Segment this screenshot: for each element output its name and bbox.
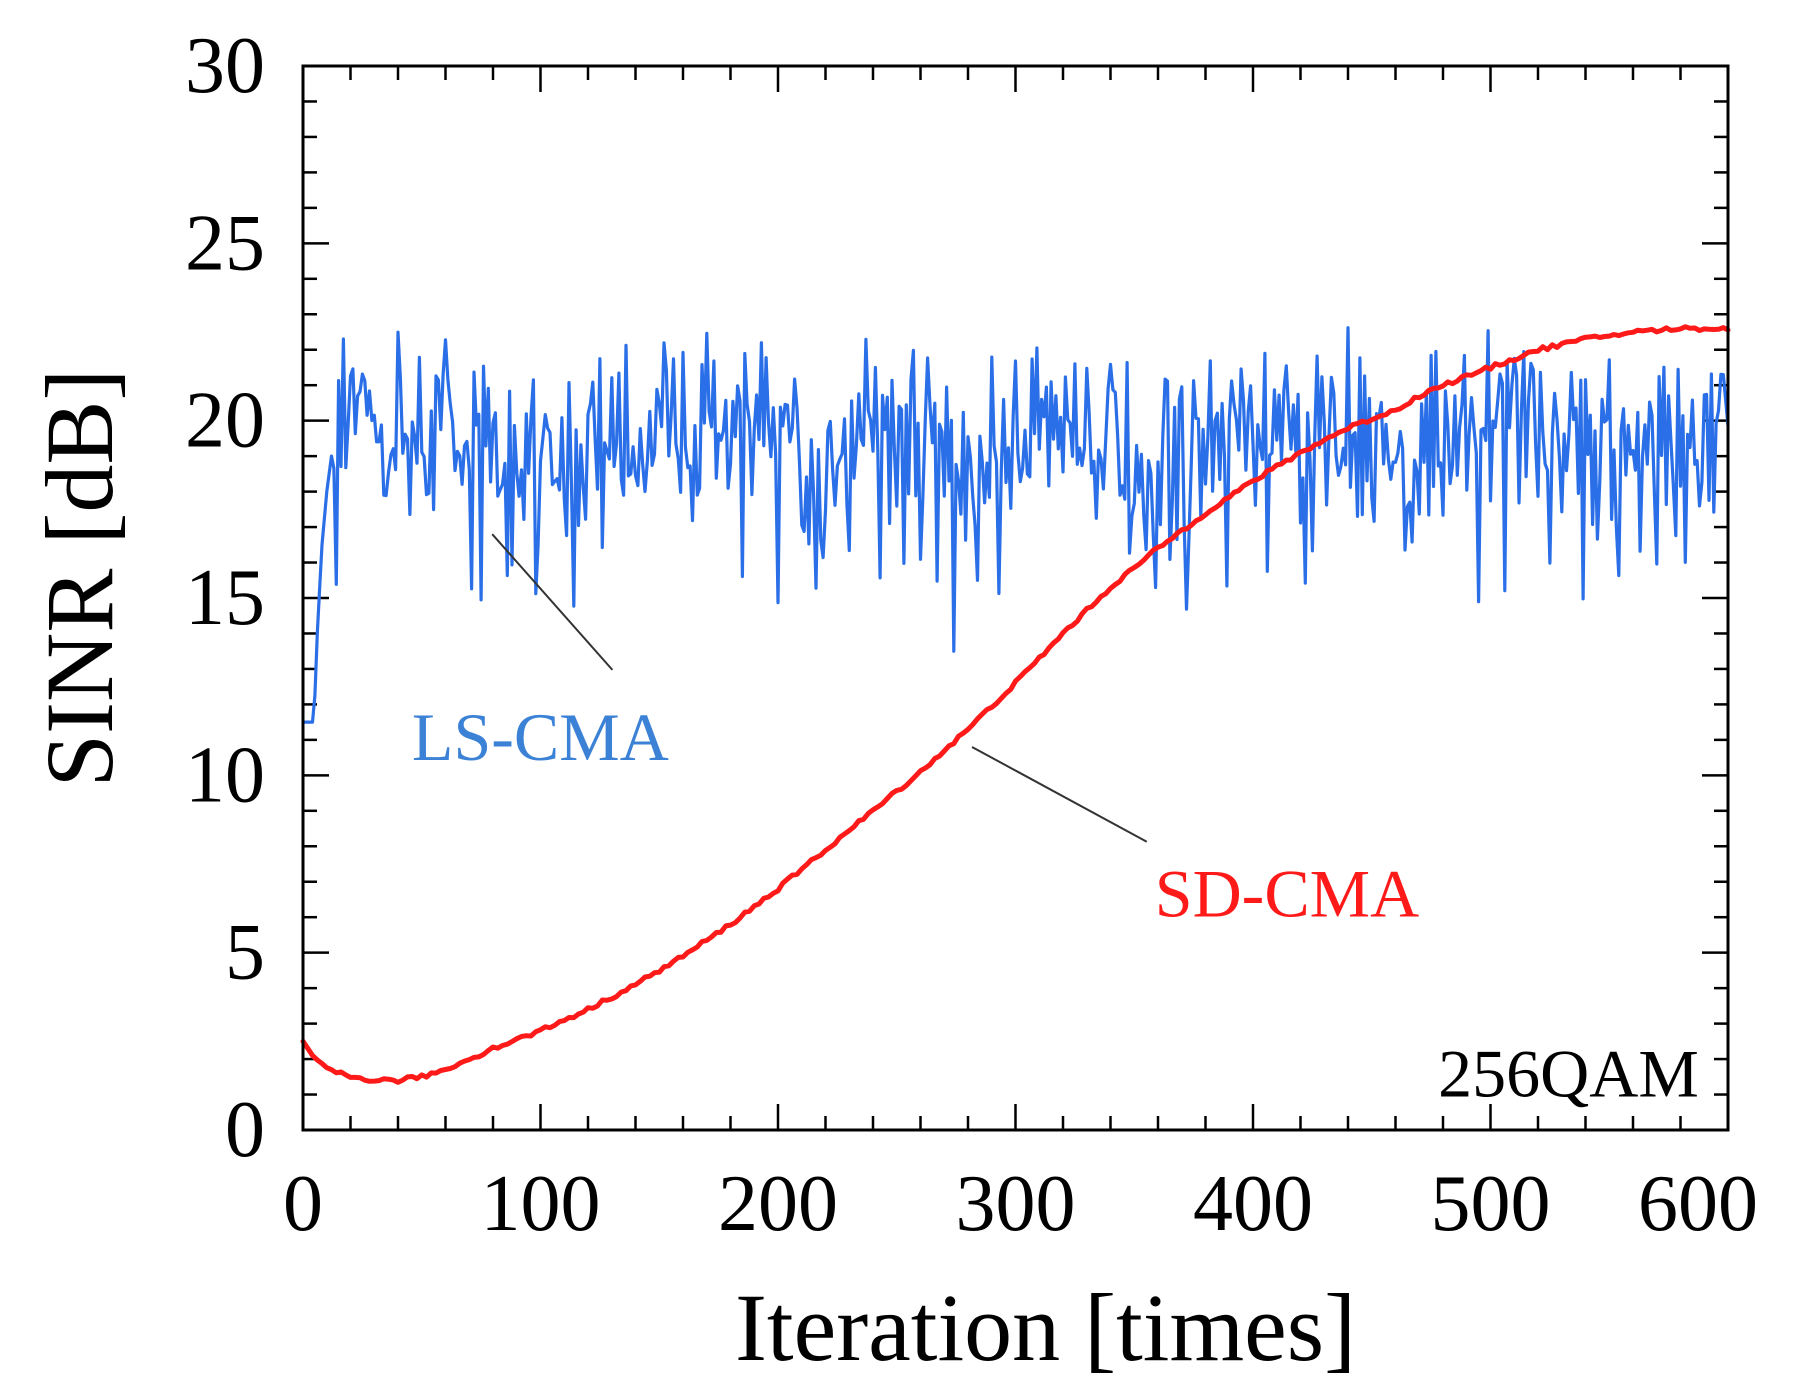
x-tick-label: 0: [283, 1160, 323, 1248]
leader-line-sd-cma: [971, 746, 1148, 843]
x-tick-labels: 0 100 200 300 400 500 600: [283, 1160, 1758, 1248]
y-axis-title: SINR [dB]: [26, 369, 133, 788]
y-tick-label: 20: [185, 377, 265, 465]
y-tick-label: 25: [185, 199, 265, 287]
annotation-ls-cma: LS-CMA: [412, 699, 669, 775]
y-tick-labels: 0 5 10 15 20 25 30: [185, 22, 265, 1174]
x-tick-label: 500: [1431, 1160, 1551, 1248]
annotation-sd-cma: SD-CMA: [1155, 856, 1420, 932]
x-tick-label: 100: [481, 1160, 601, 1248]
x-axis-title: Iteration [times]: [735, 1274, 1356, 1381]
x-tick-label: 300: [956, 1160, 1076, 1248]
y-tick-label: 15: [185, 554, 265, 642]
series-line-ls-cma: [303, 326, 1730, 724]
series-line-sd-cma: [300, 324, 1731, 1085]
x-tick-label: 400: [1193, 1160, 1313, 1248]
y-tick-label: 30: [185, 22, 265, 110]
major-ticks: [301, 64, 1730, 1132]
leader-line-ls-cma: [491, 533, 614, 671]
x-tick-label: 600: [1638, 1160, 1758, 1248]
y-tick-label: 0: [225, 1086, 265, 1174]
annotation-256qam: 256QAM: [1438, 1035, 1699, 1111]
plot-frame: [301, 64, 1730, 1132]
series-layer: [300, 324, 1731, 1085]
y-tick-label: 5: [225, 909, 265, 997]
x-tick-label: 200: [718, 1160, 838, 1248]
minor-ticks: [303, 66, 1728, 1130]
y-tick-label: 10: [185, 731, 265, 819]
annotation-layer: LS-CMA SD-CMA 256QAM: [412, 533, 1699, 1111]
